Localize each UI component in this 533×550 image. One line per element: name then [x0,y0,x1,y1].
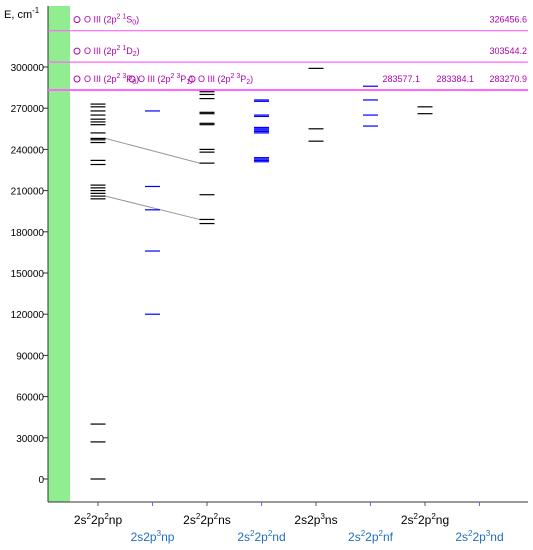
limit-marker-icon [188,75,196,83]
y-tick-label: 0 [38,475,44,486]
ionization-limit-value: 283270.9 [489,74,527,84]
limit-marker-icon [73,16,81,24]
configuration-label: 2s22p2np [74,512,123,527]
y-tick-label: 210000 [11,187,45,198]
sublimit-value: 283384.1 [436,74,474,84]
y-tick-label: 150000 [11,269,45,280]
limit-marker-icon [73,47,81,55]
configuration-label: 2s2p3ns [294,512,337,527]
transition-connector [105,195,200,220]
ionization-limit-value: 303544.2 [489,46,527,56]
ionization-limit-value: 326456.6 [489,15,527,25]
configuration-label: 2s2p3np [131,529,175,544]
y-tick-label: 180000 [11,228,45,239]
y-tick-label: 90000 [16,351,44,362]
sublimit-value: 283577.1 [382,74,420,84]
ionization-limit-label: O III (2p2 1S0) [84,14,139,27]
configuration-label: 2s22p2nf [348,529,394,544]
y-axis-label: E, cm-1 [4,6,40,21]
y-tick-label: 300000 [11,63,45,74]
y-tick-label: 60000 [16,393,44,404]
sublimit-label: O III (2p2 3P2) [198,73,253,86]
configuration-label: 2s22p2ng [401,512,449,527]
limit-marker-icon [73,75,81,83]
y-tick-label: 30000 [16,434,44,445]
limit-marker-icon [128,75,136,83]
ionization-limit-label: O III (2p2 1D2) [84,45,140,58]
sublimit-label: O III (2p2 3P1) [138,73,193,86]
configuration-label: 2s22p3nd [455,529,503,544]
transition-connector [105,137,200,164]
configuration-label: 2s22p2nd [237,529,285,544]
configuration-label: 2s22p2ns [183,512,231,527]
y-tick-label: 240000 [11,145,45,156]
y-tick-label: 270000 [11,104,45,115]
y-tick-label: 120000 [11,310,45,321]
ground-band [48,6,70,502]
